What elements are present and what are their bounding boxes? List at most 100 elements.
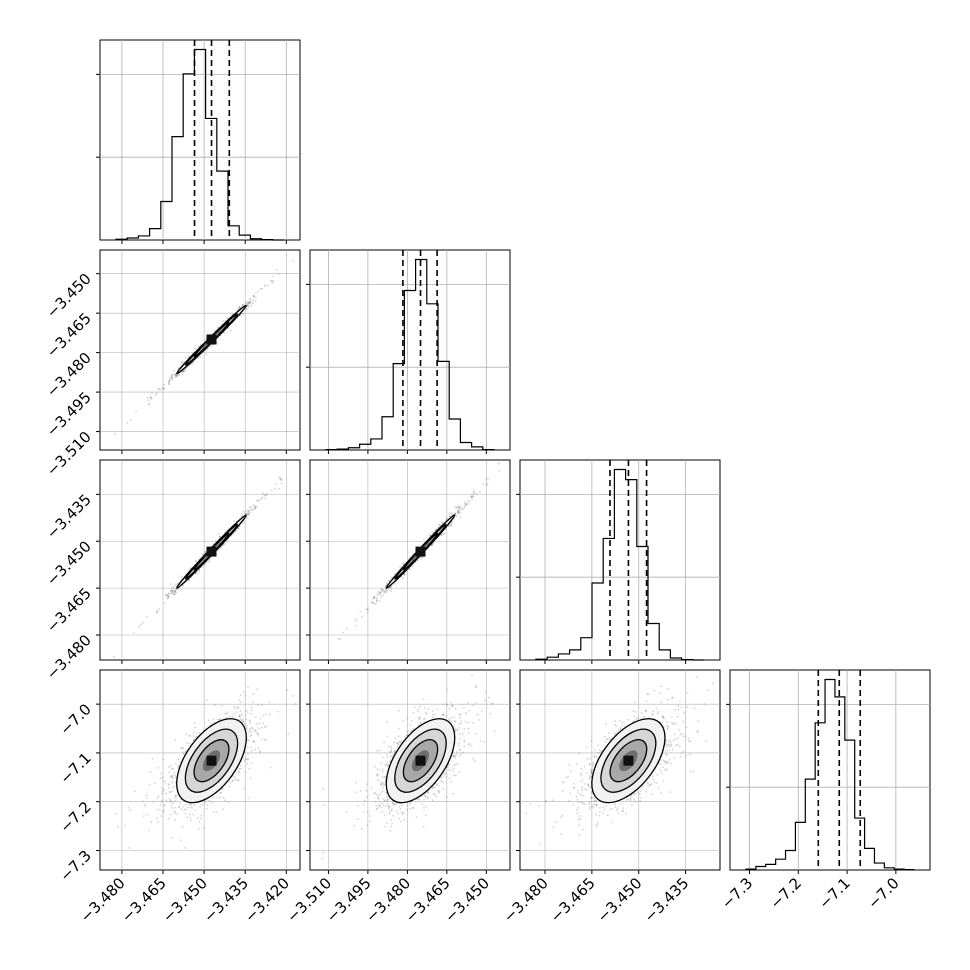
sample-point [149, 771, 152, 773]
sample-point [170, 590, 172, 593]
sample-point [163, 789, 166, 791]
sample-point [174, 739, 177, 741]
sample-point [169, 764, 172, 767]
sample-point [250, 305, 253, 307]
sample-point [160, 815, 163, 818]
sample-point [398, 806, 401, 808]
sample-point [458, 771, 461, 773]
sample-point [182, 370, 184, 373]
sample-point [280, 478, 283, 481]
sample-point [261, 287, 263, 290]
sample-point [175, 813, 178, 815]
sample-point [402, 561, 405, 564]
sample-point [402, 720, 405, 722]
sample-point [239, 694, 242, 697]
y-tick-label: −7.2 [56, 798, 94, 836]
sample-point [479, 491, 481, 493]
sample-point [404, 736, 406, 738]
sample-point [132, 632, 135, 634]
sample-point [485, 477, 487, 480]
sample-point [244, 760, 246, 763]
sample-point [203, 827, 206, 829]
sample-point [144, 805, 147, 807]
sample-point [174, 374, 177, 377]
sample-point [165, 799, 168, 802]
sample-point [478, 719, 481, 721]
sample-point [269, 766, 272, 769]
sample-point [244, 771, 247, 773]
sample-point [463, 506, 466, 508]
sample-point [161, 776, 164, 779]
sample-point [436, 708, 439, 711]
sample-point [227, 800, 230, 803]
sample-point [245, 307, 248, 310]
sample-point [486, 483, 489, 486]
sample-point [249, 302, 252, 304]
x-tick-label: −3.465 [118, 874, 170, 926]
sample-point [376, 592, 379, 595]
sample-point [245, 714, 247, 716]
sample-point [498, 470, 501, 473]
sample-point [242, 303, 245, 306]
sample-point [386, 799, 389, 801]
sample-point [366, 611, 369, 613]
sample-point [346, 627, 348, 630]
sample-point [462, 508, 464, 511]
sample-point [252, 692, 255, 695]
sample-point [190, 819, 192, 822]
sample-point [157, 388, 160, 391]
sample-point [286, 689, 289, 691]
sample-point [169, 800, 172, 803]
sample-point [442, 532, 445, 535]
sample-point [169, 593, 172, 595]
sample-point [229, 329, 232, 332]
y-tick-label: −3.465 [43, 584, 95, 636]
sample-point [223, 712, 226, 715]
sample-point [410, 720, 413, 722]
sample-point [222, 319, 225, 322]
sample-point [483, 699, 486, 702]
sample-point [459, 511, 461, 514]
sample-point [181, 825, 184, 828]
sample-point [235, 711, 237, 713]
sample-point [422, 825, 425, 828]
sample-point [390, 808, 393, 811]
sample-point [211, 802, 214, 804]
sample-point [185, 733, 188, 736]
histogram-panel-1 [306, 249, 511, 454]
sample-point [229, 781, 232, 784]
sample-point [174, 806, 177, 809]
sample-point [222, 796, 225, 799]
sample-point [257, 704, 260, 707]
sample-point [471, 493, 473, 496]
sample-point [231, 313, 234, 315]
sample-point [171, 774, 173, 777]
sample-point [399, 820, 402, 823]
sample-point [387, 589, 390, 592]
sample-point [287, 732, 290, 735]
sample-point [451, 705, 454, 707]
sample-point [385, 822, 388, 824]
sample-point [200, 818, 202, 820]
sample-point [167, 383, 170, 386]
sample-point [280, 482, 283, 485]
sample-point [170, 377, 173, 379]
sample-point [365, 783, 368, 785]
sample-point [470, 744, 473, 747]
sample-point [361, 616, 363, 618]
sample-point [243, 723, 246, 725]
sample-point [239, 768, 242, 770]
sample-point [247, 306, 250, 308]
sample-point [228, 785, 231, 788]
sample-point [370, 601, 373, 603]
sample-point [199, 355, 202, 358]
sample-point [188, 803, 191, 806]
sample-point [174, 776, 177, 779]
sample-point [454, 774, 457, 777]
sample-point [449, 524, 452, 527]
sample-point [418, 798, 421, 801]
sample-point [170, 587, 173, 590]
sample-point [171, 375, 174, 378]
sample-point [184, 803, 187, 806]
sample-point [171, 836, 174, 839]
